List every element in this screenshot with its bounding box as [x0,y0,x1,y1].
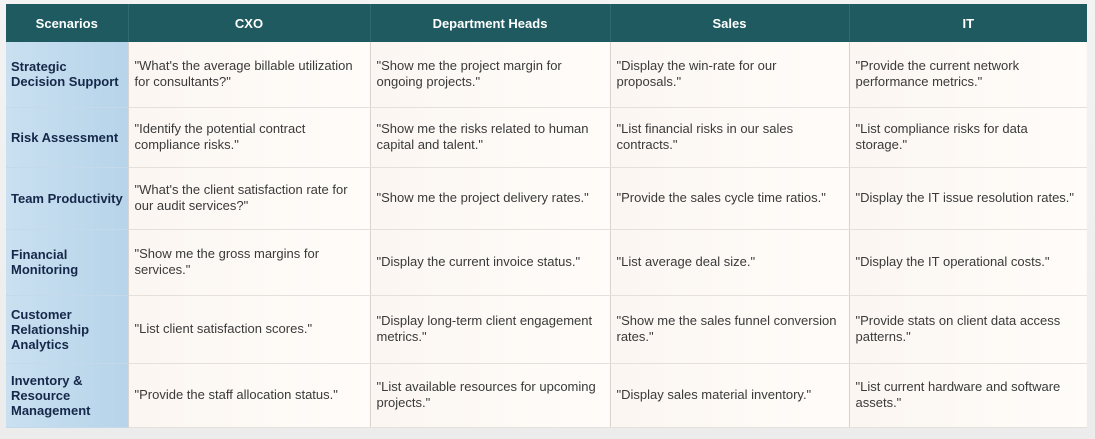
sales-cell: "List financial risks in our sales contr… [610,107,850,168]
header-department-heads: Department Heads [370,4,611,42]
it-cell: "Display the IT operational costs." [849,229,1087,296]
table-row: Financial Monitoring "Show me the gross … [6,229,1087,296]
department-heads-cell: "Show me the project delivery rates." [370,167,611,230]
scenario-cell: Customer Relationship Analytics [6,295,129,364]
sales-cell: "Display the win-rate for our proposals.… [610,42,850,108]
table-row: Inventory & Resource Management "Provide… [6,363,1087,428]
header-scenarios: Scenarios [6,4,129,42]
cxo-cell: "Show me the gross margins for services.… [128,229,371,296]
scenario-cell: Team Productivity [6,167,129,230]
table-row: Team Productivity "What's the client sat… [6,167,1087,230]
scenario-cell: Risk Assessment [6,107,129,168]
department-heads-cell: "Show me the project margin for ongoing … [370,42,611,108]
cxo-cell: "Provide the staff allocation status." [128,363,371,428]
header-sales: Sales [610,4,850,42]
table-row: Customer Relationship Analytics "List cl… [6,295,1087,364]
department-heads-cell: "Show me the risks related to human capi… [370,107,611,168]
it-cell: "Provide the current network performance… [849,42,1087,108]
header-cxo: CXO [128,4,371,42]
scenario-cell: Strategic Decision Support [6,42,129,108]
cxo-cell: "Identify the potential contract complia… [128,107,371,168]
table-row: Risk Assessment "Identify the potential … [6,107,1087,168]
table-row: Strategic Decision Support "What's the a… [6,42,1087,108]
sales-cell: "List average deal size." [610,229,850,296]
it-cell: "Display the IT issue resolution rates." [849,167,1087,230]
department-heads-cell: "Display long-term client engagement met… [370,295,611,364]
header-it: IT [849,4,1087,42]
sales-cell: "Display sales material inventory." [610,363,850,428]
scenarios-table: Scenarios CXO Department Heads Sales IT … [6,4,1087,428]
department-heads-cell: "List available resources for upcoming p… [370,363,611,428]
sales-cell: "Provide the sales cycle time ratios." [610,167,850,230]
cxo-cell: "List client satisfaction scores." [128,295,371,364]
scenario-cell: Inventory & Resource Management [6,363,129,428]
sales-cell: "Show me the sales funnel conversion rat… [610,295,850,364]
cxo-cell: "What's the client satisfaction rate for… [128,167,371,230]
cxo-cell: "What's the average billable utilization… [128,42,371,108]
header-row: Scenarios CXO Department Heads Sales IT [6,4,1087,42]
it-cell: "Provide stats on client data access pat… [849,295,1087,364]
scenario-cell: Financial Monitoring [6,229,129,296]
it-cell: "List compliance risks for data storage.… [849,107,1087,168]
department-heads-cell: "Display the current invoice status." [370,229,611,296]
it-cell: "List current hardware and software asse… [849,363,1087,428]
